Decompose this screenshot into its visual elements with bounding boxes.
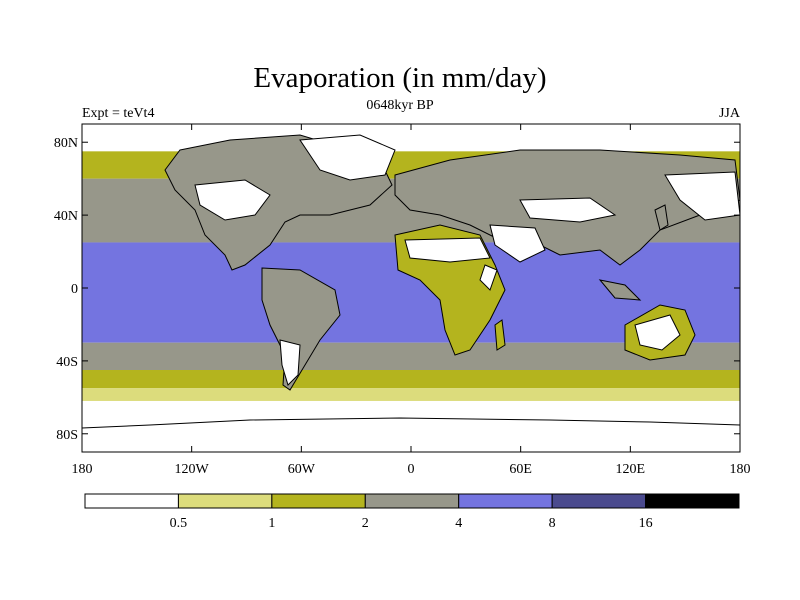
colorbar-label: 1	[268, 516, 275, 531]
evaporation-field	[82, 124, 740, 452]
lon-tick-label: 60E	[509, 462, 532, 477]
greenland	[299, 134, 396, 181]
lat-tick-label: 40S	[56, 355, 78, 370]
colorbar: 0.5 1 2 4 8 16	[84, 493, 740, 531]
arabia-dry	[489, 224, 546, 263]
experiment-label: Expt = teVt4	[82, 106, 155, 121]
evaporation-band-6	[82, 388, 740, 401]
colorbar-swatch-0	[84, 493, 179, 509]
north-canada-dry	[194, 179, 271, 221]
central-asia-dry	[519, 197, 617, 223]
chart-title: Evaporation (in mm/day)	[253, 62, 547, 94]
japan-islands	[654, 204, 669, 231]
colorbar-swatch-1	[177, 493, 273, 509]
colorbar-swatch-6	[645, 493, 740, 509]
lon-tick-label: 120W	[175, 462, 210, 477]
antarctica-landmass	[82, 417, 740, 452]
lon-tick-label: 60W	[288, 462, 316, 477]
colorbar-swatch-2	[271, 493, 366, 509]
colorbar-swatch-5	[551, 493, 647, 509]
lat-tick-label: 80S	[56, 428, 78, 443]
horn-africa-dry	[479, 264, 498, 291]
chart-subtitle: 0648kyr BP	[366, 98, 434, 113]
lon-tick-label: 0	[408, 462, 415, 477]
colorbar-label: 0.5	[170, 516, 188, 531]
lat-tick-label: 40N	[54, 209, 78, 224]
siberia-dry	[664, 171, 740, 221]
australia-interior-dry	[634, 314, 681, 351]
lon-tick-label: 180	[72, 462, 93, 477]
colorbar-label: 4	[455, 516, 462, 531]
madagascar-island	[494, 319, 506, 351]
lon-tick-label: 180	[730, 462, 751, 477]
lat-tick-label: 80N	[54, 136, 78, 151]
colorbar-swatch-4	[458, 493, 553, 509]
evaporation-band-5	[82, 370, 740, 389]
colorbar-label: 8	[549, 516, 556, 531]
season-label: JJA	[718, 106, 740, 121]
colorbar-label: 16	[639, 516, 653, 531]
lat-tick-label: 0	[71, 282, 78, 297]
map-axes: 80N 40N 0 40S 80S 180 120W 60W 0 60E 120E 180	[54, 124, 751, 477]
south-america-landmass	[261, 267, 341, 391]
colorbar-label: 2	[362, 516, 369, 531]
lon-tick-label: 120E	[616, 462, 646, 477]
patagonia-dry	[279, 339, 301, 386]
colorbar-swatch-3	[364, 493, 460, 509]
indonesia-islands	[598, 279, 642, 301]
sahara-dry	[404, 237, 491, 263]
